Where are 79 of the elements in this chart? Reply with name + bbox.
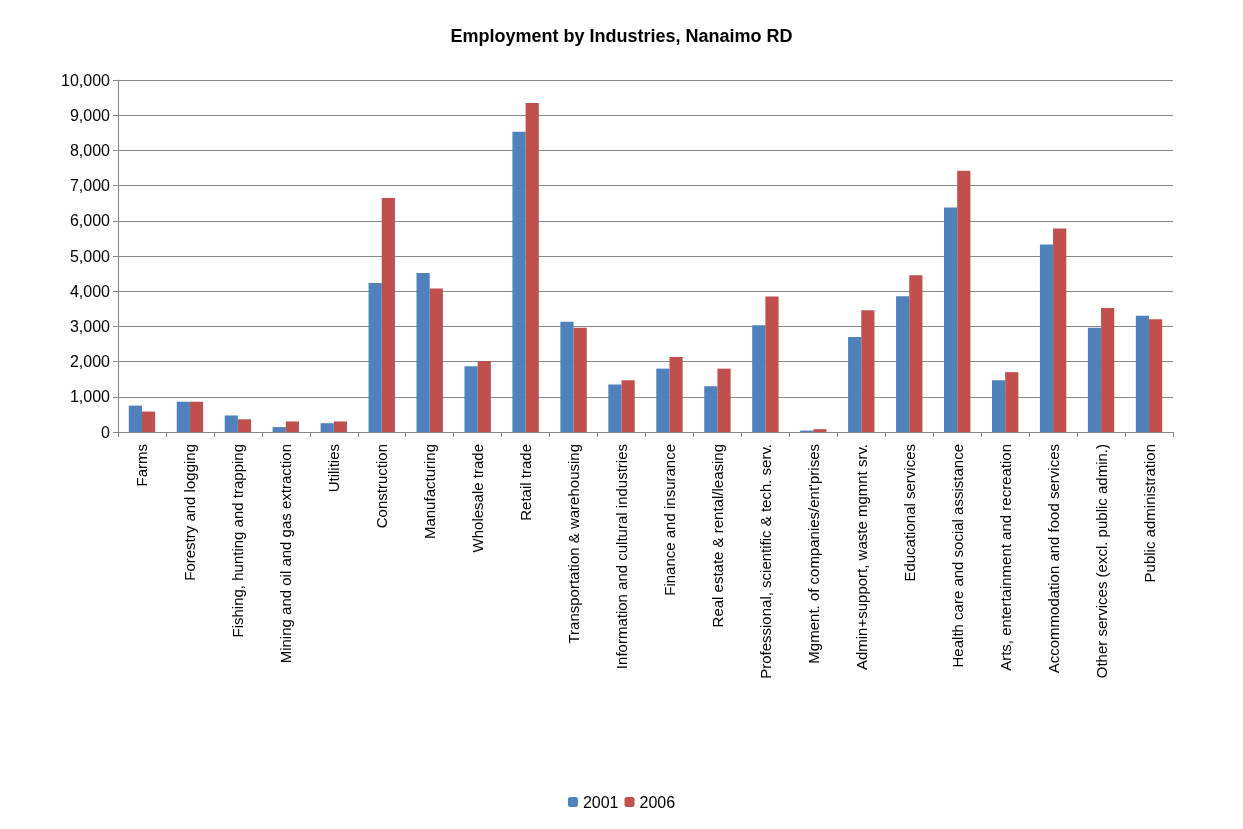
x-tick-label: Utilities bbox=[325, 444, 343, 493]
bar bbox=[333, 421, 347, 432]
bar bbox=[224, 415, 238, 432]
bar bbox=[944, 207, 958, 432]
y-tick-label: 7,000 bbox=[69, 177, 111, 195]
bar bbox=[464, 366, 478, 432]
chart-title: Employment by Industries, Nanaimo RD bbox=[450, 26, 793, 46]
x-tick-label: Farms bbox=[133, 444, 151, 487]
bar bbox=[621, 380, 635, 432]
x-tick-label: Educational services bbox=[900, 444, 918, 582]
bar bbox=[656, 368, 670, 432]
x-tick-label: Mgment. of companies/ent'prises bbox=[804, 444, 822, 664]
bar bbox=[909, 275, 923, 432]
y-tick-label: 3,000 bbox=[69, 317, 111, 335]
y-tick-label: 5,000 bbox=[69, 247, 111, 265]
bar bbox=[896, 296, 910, 432]
y-tick-label: 9,000 bbox=[69, 106, 111, 124]
bar bbox=[704, 386, 718, 432]
bar bbox=[957, 170, 971, 432]
bar bbox=[368, 283, 382, 432]
x-tick-label: Accommodation and food services bbox=[1044, 444, 1062, 674]
bar bbox=[813, 429, 827, 432]
y-tick-label: 6,000 bbox=[69, 212, 111, 230]
x-tick-label: Professional, scientific & tech. serv. bbox=[756, 444, 774, 679]
legend-label: 2006 bbox=[639, 793, 676, 811]
y-tick-label: 8,000 bbox=[69, 141, 111, 159]
bar bbox=[1005, 372, 1019, 432]
x-tick-label: Admin+support, waste mgmnt srv. bbox=[852, 444, 870, 671]
bar bbox=[752, 325, 766, 432]
bar bbox=[512, 131, 526, 432]
bar bbox=[141, 411, 156, 432]
bar bbox=[1053, 228, 1067, 432]
bar bbox=[669, 357, 683, 432]
bar bbox=[320, 423, 334, 432]
x-tick-label: Real estate & rental/leasing bbox=[708, 444, 726, 628]
bar bbox=[1087, 327, 1102, 432]
x-tick-label: Arts, entertainment and recreation bbox=[996, 444, 1014, 671]
x-tick-label: Other services (excl. public admin.) bbox=[1092, 444, 1110, 679]
bar bbox=[717, 368, 731, 432]
bar bbox=[560, 321, 574, 432]
bar bbox=[477, 360, 491, 432]
bar bbox=[1149, 319, 1163, 432]
bar bbox=[765, 296, 779, 432]
x-tick-label: Forestry and logging bbox=[181, 444, 199, 581]
bar bbox=[848, 336, 862, 432]
bar bbox=[573, 327, 587, 432]
bar bbox=[429, 288, 443, 432]
bar bbox=[416, 272, 430, 432]
y-tick-label: 10,000 bbox=[61, 71, 111, 89]
x-tick-label: Mining and oil and gas extraction bbox=[277, 444, 295, 664]
bar bbox=[1101, 308, 1115, 432]
bar bbox=[1135, 315, 1150, 432]
y-tick-label: 1,000 bbox=[69, 388, 111, 406]
x-tick-label: Retail trade bbox=[517, 444, 535, 521]
bar bbox=[1039, 244, 1054, 432]
x-tick-label: Transportation & warehousing bbox=[565, 444, 583, 644]
bar bbox=[189, 401, 204, 432]
y-tick-label: 2,000 bbox=[69, 353, 111, 371]
bar bbox=[176, 401, 190, 432]
bar bbox=[237, 419, 252, 432]
x-tick-label: Fishing, hunting and trapping bbox=[229, 444, 247, 638]
bar bbox=[285, 421, 300, 432]
x-tick-label: Manufacturing bbox=[421, 444, 439, 540]
x-tick-label: Construction bbox=[373, 444, 391, 529]
bar bbox=[991, 380, 1006, 432]
bar bbox=[861, 310, 875, 432]
y-tick-label: 4,000 bbox=[69, 282, 111, 300]
x-tick-label: Wholesale trade bbox=[469, 444, 487, 553]
x-tick-label: Finance and insurance bbox=[660, 444, 678, 596]
x-tick-label: Public administration bbox=[1140, 444, 1158, 583]
y-tick-label: 0 bbox=[101, 423, 111, 441]
bar bbox=[381, 197, 395, 432]
legend-label: 2001 bbox=[582, 793, 619, 811]
bar bbox=[272, 427, 286, 432]
bar bbox=[608, 384, 622, 432]
x-tick-label: Health care and social assistance bbox=[948, 444, 966, 668]
x-tick-label: Information and cultural industries bbox=[613, 444, 631, 670]
bar bbox=[128, 405, 142, 432]
bar bbox=[525, 102, 539, 432]
